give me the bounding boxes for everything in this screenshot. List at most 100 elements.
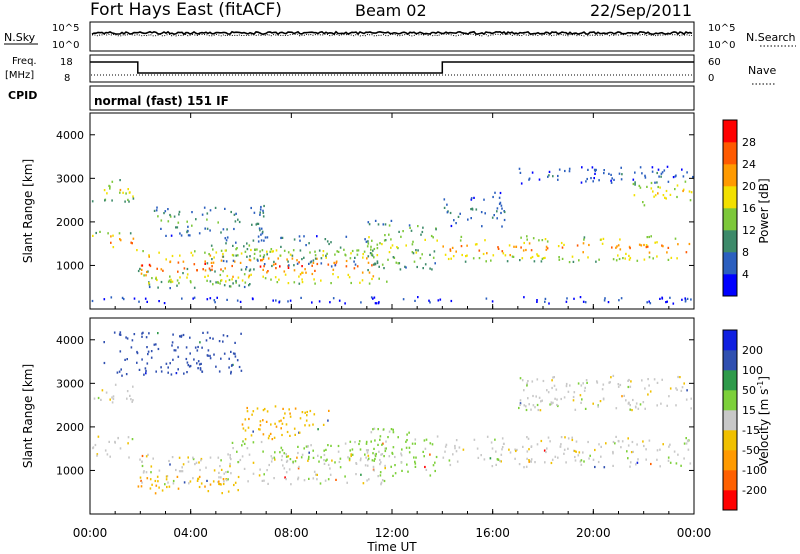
data-cell bbox=[272, 250, 274, 253]
data-cell bbox=[244, 281, 247, 284]
data-cell bbox=[573, 449, 575, 452]
data-cell bbox=[648, 256, 651, 259]
data-cell bbox=[362, 256, 364, 259]
data-cell bbox=[538, 178, 541, 181]
data-cell bbox=[476, 447, 479, 450]
data-cell bbox=[644, 387, 646, 390]
colorbar-frame bbox=[722, 119, 738, 297]
data-cell bbox=[274, 458, 276, 461]
data-cell bbox=[641, 379, 643, 382]
data-cell bbox=[661, 296, 663, 299]
data-cell bbox=[353, 260, 355, 263]
data-cell bbox=[298, 235, 301, 238]
power-panel bbox=[89, 112, 695, 310]
data-cell bbox=[239, 261, 242, 264]
data-cell bbox=[206, 212, 209, 215]
data-cell bbox=[602, 383, 605, 386]
data-cell bbox=[240, 268, 243, 271]
data-cell bbox=[252, 472, 255, 475]
data-cell bbox=[238, 220, 241, 224]
data-cell bbox=[588, 457, 590, 460]
data-cell bbox=[591, 166, 594, 169]
data-cell bbox=[579, 460, 582, 463]
data-cell bbox=[526, 450, 529, 453]
data-cell bbox=[129, 232, 132, 235]
data-cell bbox=[269, 250, 271, 253]
data-cell bbox=[601, 242, 604, 245]
data-cell bbox=[222, 340, 224, 343]
data-cell bbox=[390, 428, 393, 431]
data-cell bbox=[268, 463, 270, 467]
data-cell bbox=[569, 384, 571, 387]
data-cell bbox=[385, 440, 387, 443]
data-cell bbox=[277, 257, 279, 260]
data-cell bbox=[309, 261, 312, 264]
data-cell bbox=[236, 299, 239, 302]
data-cell bbox=[422, 267, 424, 270]
data-cell bbox=[141, 332, 143, 335]
data-cell bbox=[136, 350, 138, 354]
data-cell bbox=[583, 236, 586, 239]
data-cell bbox=[233, 227, 235, 231]
data-cell bbox=[455, 439, 458, 442]
data-cell bbox=[653, 195, 655, 198]
data-cell bbox=[660, 172, 663, 175]
data-cell bbox=[120, 368, 122, 371]
data-cell bbox=[320, 257, 323, 260]
data-cell bbox=[349, 449, 351, 452]
data-cell bbox=[578, 451, 581, 454]
data-cell bbox=[126, 390, 129, 393]
data-cell bbox=[284, 412, 286, 415]
data-cell bbox=[210, 244, 213, 247]
data-cell bbox=[380, 453, 382, 456]
velocity-colorbar-label: Velocity [m s-1] bbox=[756, 376, 771, 466]
data-cell bbox=[104, 449, 107, 452]
data-cell bbox=[686, 171, 688, 174]
data-cell bbox=[484, 212, 486, 215]
data-cell bbox=[552, 401, 554, 404]
data-cell bbox=[256, 248, 258, 251]
data-cell bbox=[170, 278, 172, 281]
data-cell bbox=[388, 455, 391, 458]
data-cell bbox=[627, 457, 629, 460]
data-cell bbox=[454, 444, 456, 448]
colorbar-segment bbox=[723, 208, 737, 231]
data-cell bbox=[218, 480, 220, 483]
data-cell bbox=[179, 276, 181, 279]
data-cell bbox=[629, 385, 632, 388]
data-cell bbox=[459, 212, 461, 215]
colorbar-tick-label: 16 bbox=[742, 202, 756, 215]
data-cell bbox=[220, 483, 222, 486]
data-cell bbox=[110, 235, 112, 238]
data-cell bbox=[304, 411, 306, 414]
data-cell bbox=[476, 243, 478, 246]
data-cell bbox=[612, 450, 614, 454]
data-cell bbox=[382, 442, 384, 445]
data-cell bbox=[176, 226, 179, 229]
data-cell bbox=[460, 245, 463, 248]
data-cell bbox=[421, 230, 424, 234]
data-cell bbox=[515, 449, 517, 453]
data-cell bbox=[179, 335, 181, 338]
data-cell bbox=[206, 218, 208, 221]
data-cell bbox=[680, 464, 682, 467]
data-cell bbox=[151, 483, 153, 486]
data-cell bbox=[571, 436, 573, 439]
data-cell bbox=[408, 224, 411, 227]
data-cell bbox=[379, 471, 382, 474]
colorbar-tick-label: 12 bbox=[742, 224, 756, 237]
data-cell bbox=[250, 273, 252, 276]
colorbar-segment bbox=[723, 330, 737, 351]
data-cell bbox=[289, 299, 292, 302]
data-cell bbox=[223, 480, 225, 483]
data-cell bbox=[94, 443, 97, 447]
data-cell bbox=[213, 256, 215, 259]
data-cell bbox=[156, 206, 158, 209]
data-cell bbox=[536, 378, 539, 381]
data-cell bbox=[259, 254, 262, 257]
velocity-colorbar-label-main: Velocity [m s bbox=[757, 389, 771, 466]
data-cell bbox=[328, 409, 330, 412]
data-cell bbox=[640, 244, 643, 247]
data-cell bbox=[269, 432, 272, 435]
data-cell bbox=[492, 254, 495, 257]
